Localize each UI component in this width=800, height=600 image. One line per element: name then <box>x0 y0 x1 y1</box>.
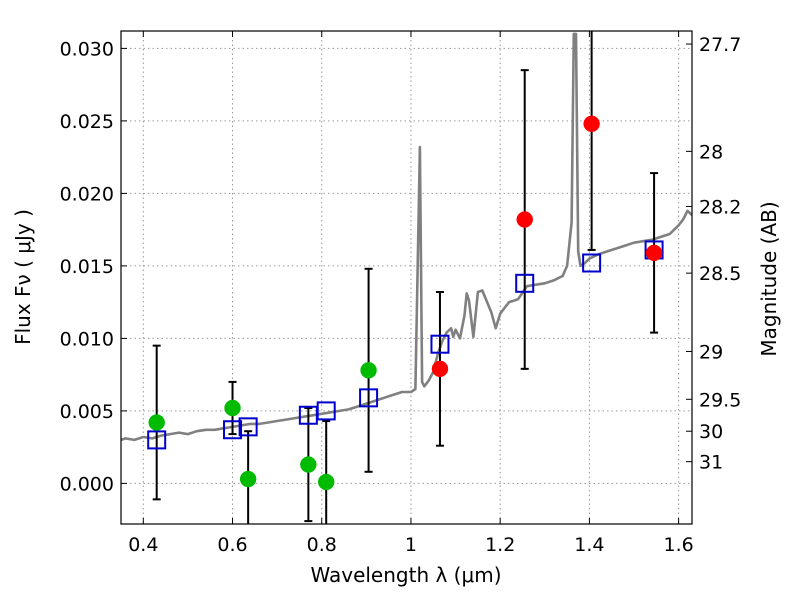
y-tick-label: 0.010 <box>60 328 114 350</box>
y2-tick-label: 30 <box>699 421 723 443</box>
model-flux-square <box>359 388 379 408</box>
x-tick-label: 1.6 <box>664 534 694 556</box>
y2-tick-label: 28.5 <box>699 263 741 285</box>
x-tick-label: 1.2 <box>485 534 515 556</box>
model-flux-square <box>223 420 243 440</box>
x-tick-label: 0.6 <box>217 534 247 556</box>
detected-flux-point <box>583 115 600 133</box>
grid-lines <box>121 31 692 524</box>
detected-flux-point <box>516 211 533 228</box>
y-tick-label: 0.020 <box>60 183 114 205</box>
detected-flux-point <box>645 244 663 262</box>
y2-tick-label: 27.7 <box>699 34 741 56</box>
y2-tick-label: 29 <box>699 341 723 363</box>
model-flux-square <box>430 334 450 354</box>
x-tick-label: 1.4 <box>574 534 604 556</box>
undetected-flux-point <box>317 473 335 491</box>
model-flux-square <box>515 273 535 293</box>
y-tick-label: 0.000 <box>60 473 114 495</box>
model-flux-square <box>238 417 258 437</box>
model-flux-square <box>582 253 602 273</box>
y-tick-label: 0.005 <box>60 401 114 423</box>
y2-tick-label: 28 <box>699 141 723 163</box>
y-tick-label: 0.015 <box>60 256 114 278</box>
x-tick-label: 1 <box>405 534 417 556</box>
y2-tick-label: 31 <box>699 452 723 474</box>
undetected-flux-point <box>239 470 257 488</box>
y2-tick-label: 29.5 <box>699 389 741 411</box>
plot-frame <box>120 30 693 525</box>
model-flux-square <box>147 430 167 450</box>
plot-area <box>121 31 692 524</box>
model-spectrum-line <box>121 32 692 442</box>
undetected-flux-point <box>224 399 241 417</box>
model-flux-square <box>316 401 336 421</box>
x-tick-label: 0.4 <box>128 534 158 556</box>
undetected-flux-point <box>300 456 317 473</box>
undetected-flux-point <box>360 362 377 379</box>
y2-tick-label: 28.2 <box>699 196 741 218</box>
x-tick-label: 0.8 <box>307 534 337 556</box>
axis-ticks: 0.4 0.6 0.8 1 1.2 1.4 1.6 0.000 0.005 0.010 0.015 0… <box>60 31 741 556</box>
y-axis-label: Flux Fν ( μJy ) <box>11 209 35 345</box>
y2-axis-label: Magnitude (AB) <box>757 201 781 356</box>
y-tick-label: 0.025 <box>60 111 114 133</box>
detected-flux-point <box>431 360 449 378</box>
undetected-flux-point <box>148 414 165 431</box>
y-tick-label: 0.030 <box>60 38 114 60</box>
x-axis-label: Wavelength λ (μm) <box>310 563 501 587</box>
